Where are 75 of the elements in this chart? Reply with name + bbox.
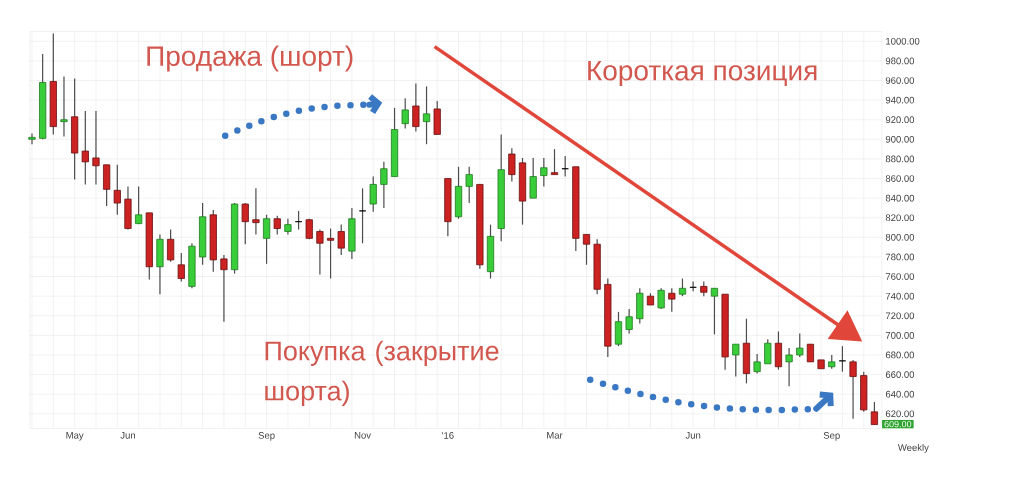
- candlestick: [60, 75, 68, 137]
- text: Weekly: [897, 443, 929, 453]
- candlestick: [710, 287, 719, 335]
- candlestick: [625, 308, 633, 335]
- annotation: Короткая позиция: [588, 61, 817, 87]
- x-tick-label: Sep: [823, 432, 840, 441]
- candlestick: [177, 252, 185, 283]
- candlestick: [465, 166, 473, 204]
- y-tick-label: 660.00: [885, 371, 915, 378]
- y-tick-label: 1000.00: [886, 37, 920, 45]
- candlestick: [92, 110, 100, 186]
- candlestick: [401, 97, 409, 130]
- candlestick: [220, 254, 228, 323]
- x-tick-label: Nov: [354, 432, 371, 439]
- y-tick-label: 860.00: [885, 175, 915, 182]
- candlestick: [273, 215, 281, 236]
- candlestick: [28, 132, 36, 145]
- y-tick-label: 960.00: [885, 77, 915, 84]
- x-tick-label: May: [66, 432, 84, 441]
- candlestick: [774, 330, 783, 371]
- y-tick-label: 620.00: [885, 410, 915, 418]
- candlestick: [113, 164, 121, 216]
- candlestick: [337, 224, 345, 256]
- text: 609.00: [884, 420, 912, 428]
- candlestick: [785, 347, 793, 387]
- annotation: Продажа (шорт): [147, 45, 353, 72]
- candlestick: [167, 228, 175, 263]
- y-tick-label: 780.00: [885, 253, 915, 261]
- y-tick-label: 900.00: [885, 135, 915, 143]
- y-tick-label: 920.00: [885, 116, 915, 124]
- candlestick: [732, 343, 740, 378]
- y-tick-label: 820.00: [885, 214, 915, 222]
- candlestick: [241, 202, 249, 245]
- candlestick: [135, 185, 143, 225]
- candlestick: [870, 401, 878, 426]
- candlestick: [614, 311, 623, 347]
- candlestick: [508, 147, 516, 183]
- y-tick-label: 800.00: [885, 233, 915, 241]
- x-tick-label: Sep: [258, 432, 275, 441]
- candlestick: [81, 110, 89, 186]
- candlestick: [326, 227, 335, 280]
- y-tick-label: 640.00: [885, 390, 915, 398]
- y-tick-label: 720.00: [885, 312, 915, 320]
- y-tick-label: 880.00: [885, 155, 915, 163]
- candlestick: [764, 338, 772, 365]
- x-tick-label: Jun: [120, 432, 136, 439]
- x-tick-label: '16: [442, 432, 454, 439]
- x-tick-label: Mar: [547, 432, 563, 439]
- candlestick: [849, 359, 857, 420]
- y-tick-label: 980.00: [885, 57, 915, 65]
- candlestick: [380, 161, 388, 209]
- candlestick: [540, 157, 548, 187]
- y-tick-label: 680.00: [885, 351, 915, 359]
- candlestick: [657, 287, 665, 310]
- candlestick: [422, 85, 431, 145]
- x-tick-label: Jun: [685, 432, 701, 439]
- candlestick: [262, 214, 271, 265]
- y-tick-label: 940.00: [885, 96, 915, 104]
- y-tick-label: 740.00: [885, 292, 915, 300]
- candlestick: [838, 345, 847, 373]
- candlestick: [252, 187, 260, 236]
- candlestick: [753, 353, 761, 375]
- candlestick: [369, 175, 377, 213]
- y-tick-label: 760.00: [885, 273, 915, 280]
- candlestick: [316, 228, 324, 276]
- candlestick: [582, 233, 591, 266]
- candlestick: [412, 82, 420, 133]
- candlestick: [358, 187, 367, 244]
- candlestick: [796, 332, 804, 358]
- y-tick-label: 700.00: [885, 332, 915, 339]
- y-tick-label: 840.00: [885, 194, 915, 202]
- candlestick: [668, 287, 676, 313]
- candlestick: [550, 148, 559, 176]
- candlestick: [529, 157, 537, 199]
- annotation: Покупка (закрытие шорта): [265, 340, 499, 406]
